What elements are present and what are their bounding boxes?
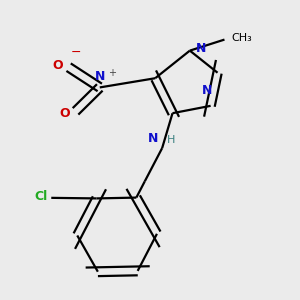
Text: −: − (70, 46, 81, 59)
Text: N: N (202, 84, 212, 97)
Text: Cl: Cl (34, 190, 48, 202)
Text: CH₃: CH₃ (231, 33, 252, 43)
Text: N: N (148, 132, 158, 145)
Text: O: O (60, 107, 70, 120)
Text: +: + (108, 68, 116, 78)
Text: O: O (53, 59, 63, 72)
Text: H: H (167, 135, 176, 145)
Text: N: N (94, 70, 105, 83)
Text: N: N (196, 42, 206, 55)
